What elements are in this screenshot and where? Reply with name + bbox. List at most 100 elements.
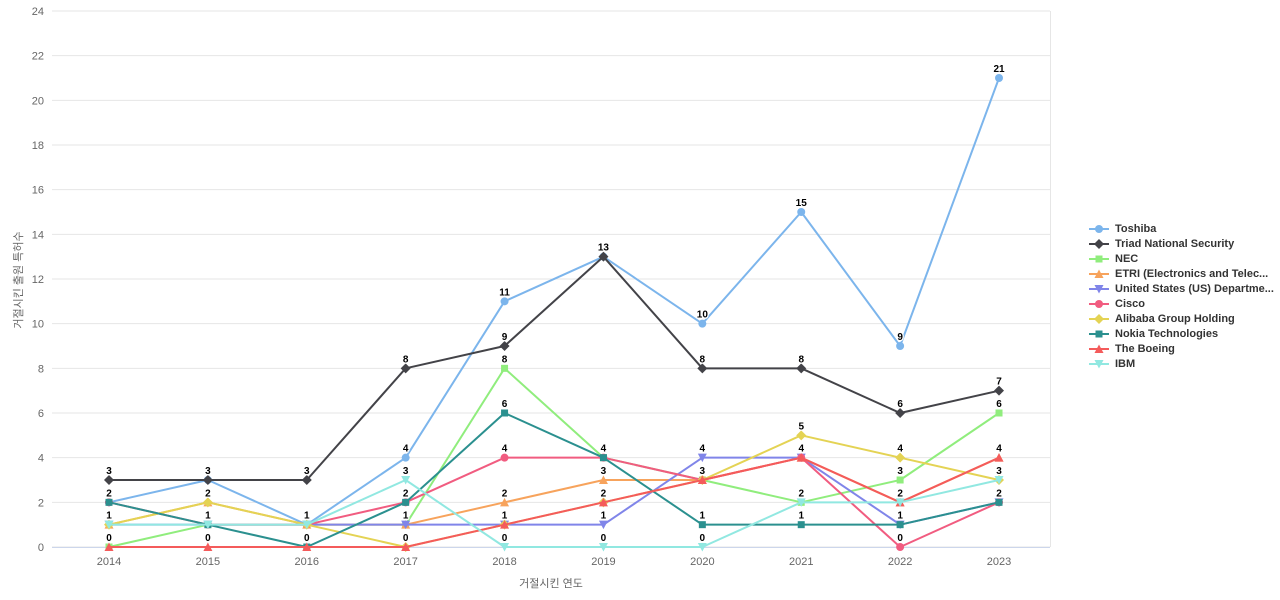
legend-label: Alibaba Group Holding xyxy=(1115,313,1235,325)
legend-series-marker-icon xyxy=(1089,360,1109,369)
svg-text:9: 9 xyxy=(897,332,903,343)
legend-series-marker-icon xyxy=(1089,285,1109,294)
svg-text:4: 4 xyxy=(897,444,903,455)
legend-series-marker-icon xyxy=(1089,255,1109,263)
svg-text:3: 3 xyxy=(700,466,706,477)
svg-text:3: 3 xyxy=(601,466,607,477)
legend-label: Cisco xyxy=(1115,298,1145,310)
legend-series-marker-icon xyxy=(1089,344,1109,353)
svg-text:4: 4 xyxy=(502,444,508,455)
legend-series-marker-icon xyxy=(1089,300,1109,308)
svg-text:8: 8 xyxy=(502,354,508,365)
svg-text:2016: 2016 xyxy=(295,556,319,568)
legend-series-marker-icon xyxy=(1089,239,1109,249)
series-ibm xyxy=(104,476,1004,552)
svg-text:24: 24 xyxy=(32,6,44,18)
svg-text:8: 8 xyxy=(403,354,409,365)
svg-text:0: 0 xyxy=(205,533,211,544)
svg-text:6: 6 xyxy=(996,399,1002,410)
svg-text:3: 3 xyxy=(205,466,211,477)
legend-series-marker-icon xyxy=(1089,269,1109,278)
svg-text:5: 5 xyxy=(798,421,804,432)
legend-item-toshiba[interactable]: Toshiba xyxy=(1088,223,1274,235)
legend-series-marker-icon xyxy=(1089,314,1109,324)
legend-label: ETRI (Electronics and Telec... xyxy=(1115,268,1269,280)
svg-text:1: 1 xyxy=(601,511,607,522)
svg-text:0: 0 xyxy=(38,542,44,554)
legend-label: NEC xyxy=(1115,253,1139,265)
svg-text:2014: 2014 xyxy=(97,556,121,568)
legend-label: Nokia Technologies xyxy=(1115,328,1219,340)
legend-item-the-boeing[interactable]: The Boeing xyxy=(1088,343,1274,355)
svg-text:13: 13 xyxy=(598,243,610,254)
svg-text:3: 3 xyxy=(996,466,1002,477)
x-axis-title: 거절시킨 연도 xyxy=(519,578,583,590)
svg-text:6: 6 xyxy=(502,399,508,410)
svg-text:1: 1 xyxy=(502,511,508,522)
legend-label: Toshiba xyxy=(1115,223,1157,235)
svg-text:2: 2 xyxy=(106,488,112,499)
legend-item-ibm[interactable]: IBM xyxy=(1088,358,1274,370)
svg-text:7: 7 xyxy=(996,377,1002,388)
svg-text:0: 0 xyxy=(502,533,508,544)
legend-item-triad-national-security[interactable]: Triad National Security xyxy=(1088,238,1274,250)
svg-text:16: 16 xyxy=(32,185,44,197)
svg-text:2: 2 xyxy=(897,488,903,499)
svg-text:0: 0 xyxy=(601,533,607,544)
legend-item-nec[interactable]: NEC xyxy=(1088,253,1274,265)
svg-text:2: 2 xyxy=(601,488,607,499)
legend-label: IBM xyxy=(1115,358,1136,370)
svg-text:1: 1 xyxy=(700,511,706,522)
svg-text:2: 2 xyxy=(798,488,804,499)
svg-text:2021: 2021 xyxy=(789,556,813,568)
svg-text:1: 1 xyxy=(205,511,211,522)
svg-text:3: 3 xyxy=(897,466,903,477)
svg-text:3: 3 xyxy=(304,466,310,477)
svg-text:0: 0 xyxy=(897,533,903,544)
svg-text:8: 8 xyxy=(700,354,706,365)
svg-text:0: 0 xyxy=(106,533,112,544)
svg-text:18: 18 xyxy=(32,140,44,152)
svg-text:20: 20 xyxy=(32,95,44,107)
svg-text:3: 3 xyxy=(106,466,112,477)
legend-item-etri-electronics-and-telec[interactable]: ETRI (Electronics and Telec... xyxy=(1088,268,1274,280)
legend-item-cisco[interactable]: Cisco xyxy=(1088,298,1274,310)
svg-text:2018: 2018 xyxy=(492,556,516,568)
svg-text:6: 6 xyxy=(897,399,903,410)
gridlines xyxy=(52,10,1051,548)
svg-text:4: 4 xyxy=(38,453,44,465)
svg-text:12: 12 xyxy=(32,274,44,286)
svg-text:1: 1 xyxy=(304,511,310,522)
svg-text:2: 2 xyxy=(38,497,44,509)
series-the-boeing xyxy=(104,453,1004,551)
svg-text:10: 10 xyxy=(697,310,709,321)
svg-text:4: 4 xyxy=(601,444,607,455)
svg-text:2: 2 xyxy=(205,488,211,499)
svg-text:1: 1 xyxy=(106,511,112,522)
svg-text:2017: 2017 xyxy=(393,556,417,568)
svg-text:4: 4 xyxy=(798,444,804,455)
y-axis-title: 거절시킨 출원 특허수 xyxy=(13,231,25,329)
legend-item-nokia-technologies[interactable]: Nokia Technologies xyxy=(1088,328,1274,340)
svg-text:4: 4 xyxy=(996,444,1002,455)
legend-item-united-states-us-departme[interactable]: United States (US) Departme... xyxy=(1088,283,1274,295)
svg-text:2023: 2023 xyxy=(987,556,1011,568)
svg-text:2: 2 xyxy=(403,488,409,499)
legend-series-marker-icon xyxy=(1089,330,1109,338)
svg-text:22: 22 xyxy=(32,51,44,63)
svg-text:2019: 2019 xyxy=(591,556,615,568)
svg-text:2020: 2020 xyxy=(690,556,714,568)
svg-text:1: 1 xyxy=(897,511,903,522)
legend: Toshiba Triad National Security NEC ETRI (E… xyxy=(1088,223,1274,370)
legend-label: Triad National Security xyxy=(1115,238,1235,250)
svg-text:2015: 2015 xyxy=(196,556,220,568)
legend-label: United States (US) Departme... xyxy=(1115,283,1274,295)
svg-text:3: 3 xyxy=(403,466,409,477)
svg-text:0: 0 xyxy=(304,533,310,544)
svg-text:8: 8 xyxy=(798,354,804,365)
legend-item-alibaba-group-holding[interactable]: Alibaba Group Holding xyxy=(1088,313,1274,325)
svg-text:15: 15 xyxy=(796,198,808,209)
